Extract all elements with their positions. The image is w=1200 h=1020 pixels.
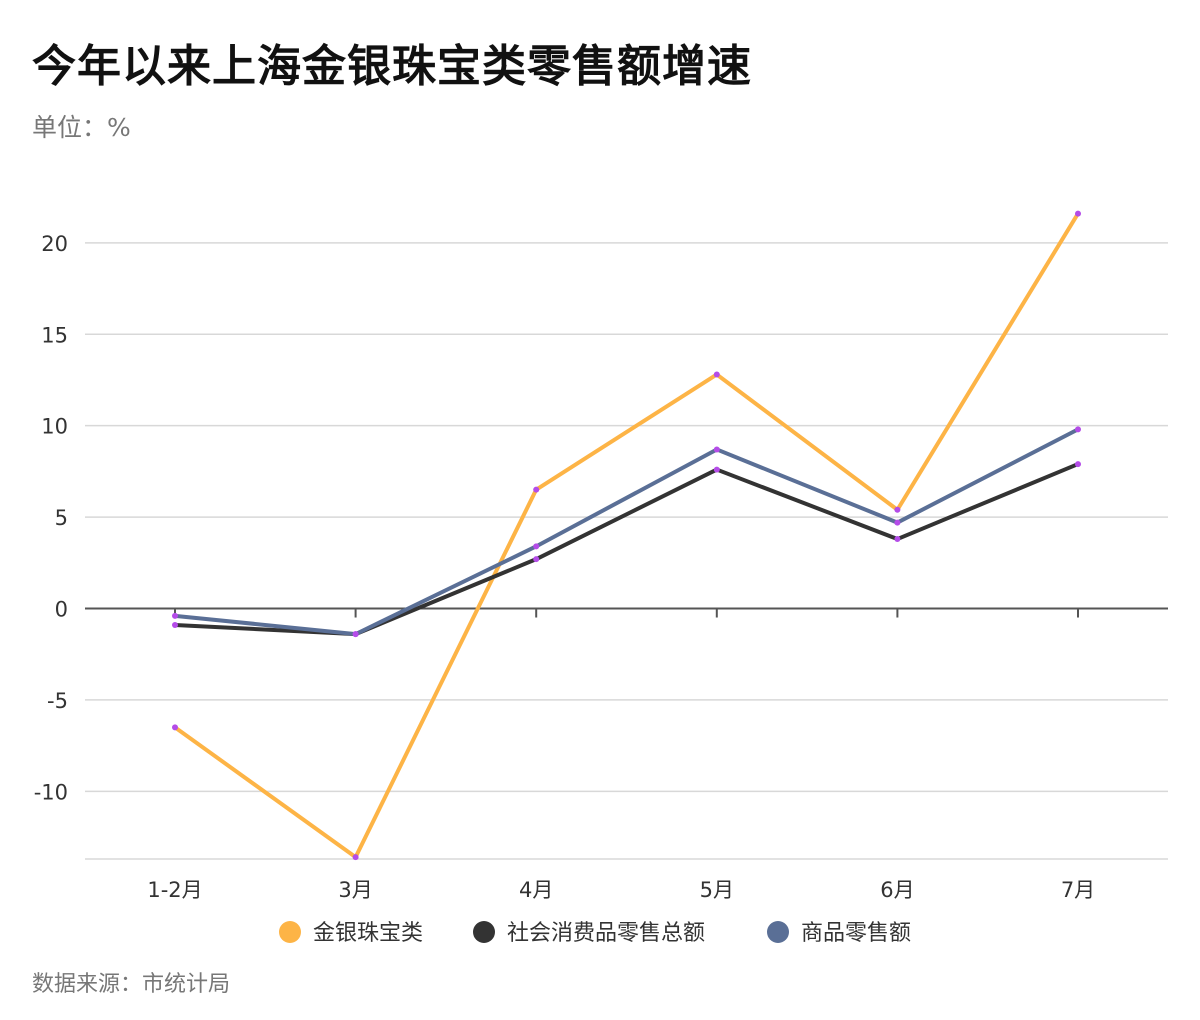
legend-swatch	[767, 921, 789, 943]
y-tick-label: 5	[55, 506, 68, 530]
data-point	[172, 612, 178, 619]
y-tick-label: 15	[41, 323, 68, 347]
series-line-0	[173, 211, 1080, 860]
data-point	[533, 556, 540, 563]
y-tick-label: -5	[47, 689, 68, 713]
x-tick-label: 5月	[700, 878, 734, 902]
data-source: 数据来源：市统计局	[32, 972, 231, 997]
y-tick-label: 20	[41, 232, 68, 256]
data-point	[352, 631, 359, 638]
data-point	[894, 506, 901, 513]
data-point	[172, 724, 178, 731]
data-point	[533, 543, 540, 550]
x-tick-label: 6月	[880, 878, 914, 902]
legend-label: 商品零售额	[801, 921, 911, 946]
series-line-2	[173, 427, 1080, 637]
y-tick-label: 10	[41, 415, 68, 439]
legend: 金银珠宝类 社会消费品零售总额 商品零售额	[279, 921, 911, 946]
data-point	[352, 854, 359, 861]
x-tick-label: 4月	[519, 878, 553, 902]
series-lines	[173, 211, 1080, 860]
data-point	[1075, 210, 1081, 217]
data-point	[533, 486, 540, 493]
chart-title: 今年以来上海金银珠宝类零售额增速	[32, 41, 752, 92]
data-point	[172, 621, 178, 628]
x-tick-label: 1-2月	[147, 878, 202, 902]
y-tick-label: 0	[55, 598, 68, 622]
y-tick-label: -10	[34, 780, 68, 804]
x-tick-label: 3月	[338, 878, 372, 902]
data-points	[172, 210, 1081, 861]
data-point	[713, 371, 720, 378]
data-point	[713, 466, 720, 473]
data-point	[713, 446, 720, 453]
grid-lines	[85, 242, 1168, 860]
data-point	[894, 519, 901, 526]
legend-label: 社会消费品零售总额	[507, 921, 705, 946]
y-axis-labels: -10 -5 0 5 10 15 20	[34, 232, 68, 805]
unit-label: 单位：%	[32, 113, 131, 142]
data-point	[894, 536, 901, 543]
legend-label: 金银珠宝类	[313, 921, 423, 946]
x-tick-label: 7月	[1061, 878, 1095, 902]
x-axis: 1-2月 3月 4月 5月 6月 7月	[147, 608, 1095, 902]
legend-swatch	[279, 921, 301, 943]
data-point	[1075, 461, 1081, 468]
legend-swatch	[473, 921, 495, 943]
data-point	[1075, 426, 1081, 433]
